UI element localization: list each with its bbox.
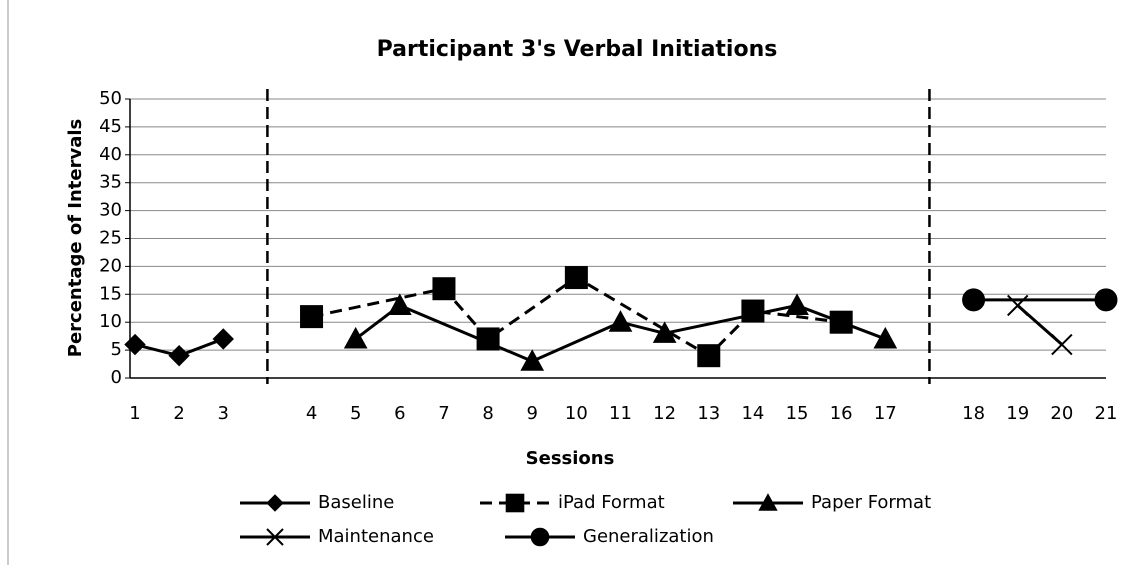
x-tick-label: 18	[962, 403, 985, 424]
legend-label: Maintenance	[318, 526, 434, 547]
y-tick-label: 30	[99, 200, 122, 221]
x-tick-label: 6	[394, 403, 405, 424]
y-tick-label: 45	[99, 116, 122, 137]
marker-square	[741, 299, 765, 323]
legend-item: Paper Format	[733, 492, 931, 513]
x-tick-label: 9	[527, 403, 538, 424]
x-tick-label: 1	[129, 403, 140, 424]
x-tick-label: 4	[306, 403, 317, 424]
x-tick-label: 7	[438, 403, 449, 424]
y-tick-label: 40	[99, 144, 122, 165]
x-tick-label: 15	[786, 403, 809, 424]
legend-item: Generalization	[505, 526, 714, 547]
marker-square	[697, 344, 721, 368]
legend-item: iPad Format	[480, 492, 665, 513]
marker-triangle	[520, 349, 545, 371]
x-tick-label: 19	[1006, 403, 1029, 424]
x-tick-label: 5	[350, 403, 361, 424]
legend-label: Paper Format	[811, 492, 931, 513]
x-tick-label: 11	[609, 403, 632, 424]
marker-circle	[530, 527, 550, 547]
marker-triangle	[785, 293, 809, 315]
y-tick-label: 20	[99, 255, 122, 276]
x-tick-label: 10	[565, 403, 588, 424]
legend-label: Baseline	[318, 492, 394, 513]
marker-triangle	[387, 293, 412, 315]
marker-triangle	[873, 326, 898, 349]
marker-circle	[1094, 288, 1118, 312]
x-tick-label: 21	[1095, 403, 1118, 424]
x-tick-label: 12	[653, 403, 676, 424]
marker-circle	[962, 288, 986, 312]
x-tick-label: 8	[482, 403, 493, 424]
legend-item: Maintenance	[240, 526, 434, 547]
marker-triangle	[652, 321, 677, 343]
marker-x	[1051, 333, 1073, 356]
marker-square	[564, 266, 588, 290]
x-tick-label: 17	[874, 403, 897, 424]
legend-item: Baseline	[240, 492, 394, 513]
x-tick-label: 20	[1050, 403, 1073, 424]
x-tick-label: 14	[741, 403, 764, 424]
marker-diamond	[124, 333, 146, 356]
y-tick-label: 10	[99, 311, 122, 332]
marker-diamond	[212, 328, 234, 350]
marker-x	[266, 528, 284, 546]
chart-title: Participant 3's Verbal Initiations	[377, 37, 778, 62]
y-tick-label: 25	[99, 228, 122, 249]
x-tick-label: 2	[173, 403, 184, 424]
legend-label: Generalization	[583, 526, 714, 547]
marker-square	[432, 277, 456, 301]
marker-square	[300, 305, 324, 329]
y-tick-label: 5	[111, 339, 122, 360]
marker-triangle	[608, 310, 633, 332]
marker-triangle	[343, 326, 368, 349]
y-axis-title: Percentage of Intervals	[65, 119, 86, 358]
marker-diamond	[168, 344, 190, 367]
marker-diamond	[266, 494, 284, 512]
y-tick-label: 15	[99, 283, 122, 304]
marker-square	[505, 493, 525, 513]
y-tick-label: 0	[111, 367, 122, 388]
y-tick-label: 50	[99, 88, 122, 109]
x-axis-title: Sessions	[526, 448, 615, 469]
marker-triangle	[758, 493, 778, 511]
legend-label: iPad Format	[558, 492, 665, 513]
x-tick-label: 3	[218, 403, 229, 424]
x-tick-label: 13	[697, 403, 720, 424]
x-tick-label: 16	[830, 403, 853, 424]
y-tick-label: 35	[99, 172, 122, 193]
